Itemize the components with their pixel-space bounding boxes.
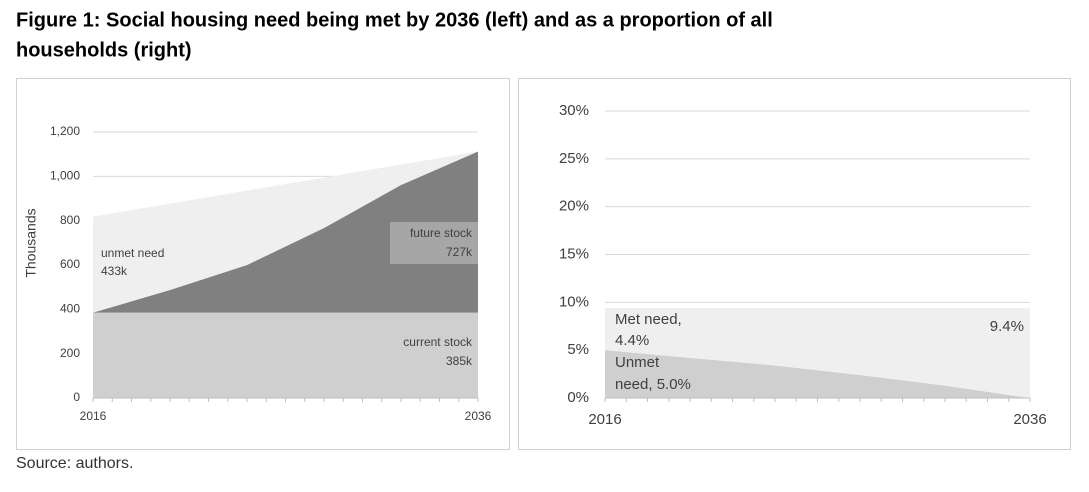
y-tick-label: 1,200	[50, 124, 80, 138]
x-tick-label: 2036	[1013, 411, 1046, 428]
annotation: 9.4%	[990, 318, 1024, 335]
annotation: Met need,	[615, 311, 682, 328]
annotation: 4.4%	[615, 332, 649, 349]
annotation-box	[390, 222, 478, 264]
panel-border	[518, 78, 1071, 450]
y-tick-label: 25%	[559, 150, 589, 167]
annotation: need, 5.0%	[615, 376, 691, 393]
x-tick-label: 2016	[80, 409, 107, 423]
area	[93, 151, 478, 313]
y-tick-label: 5%	[567, 341, 589, 358]
y-tick-label: 800	[60, 213, 80, 227]
annotation: current stock	[403, 335, 473, 349]
annotation: 727k	[446, 245, 473, 259]
y-tick-label: 200	[60, 346, 80, 360]
y-tick-label: 400	[60, 302, 80, 316]
y-tick-label: 0	[73, 390, 80, 404]
y-tick-label: 20%	[559, 198, 589, 215]
figure-title: households (right)	[16, 39, 192, 61]
annotation: unmet need	[101, 246, 164, 260]
y-tick-label: 600	[60, 257, 80, 271]
y-tick-label: 15%	[559, 245, 589, 262]
source: Source: authors.	[16, 455, 133, 472]
annotation: 385k	[446, 354, 473, 368]
area	[93, 151, 478, 313]
area	[93, 312, 478, 398]
x-tick-label: 2036	[465, 409, 492, 423]
x-tick-label: 2016	[588, 411, 621, 428]
annotation: 433k	[101, 264, 128, 278]
annotation: Unmet	[615, 354, 660, 371]
area	[605, 308, 1030, 398]
y-tick-label: 30%	[559, 102, 589, 119]
figure-title: Figure 1: Social housing need being met …	[16, 9, 773, 31]
panel-border	[16, 78, 510, 450]
y-axis-label: Thousands	[23, 208, 39, 277]
y-tick-label: 10%	[559, 293, 589, 310]
annotation: future stock	[410, 226, 473, 240]
area	[605, 350, 1030, 398]
y-tick-label: 1,000	[50, 169, 80, 183]
y-tick-label: 0%	[567, 389, 589, 406]
